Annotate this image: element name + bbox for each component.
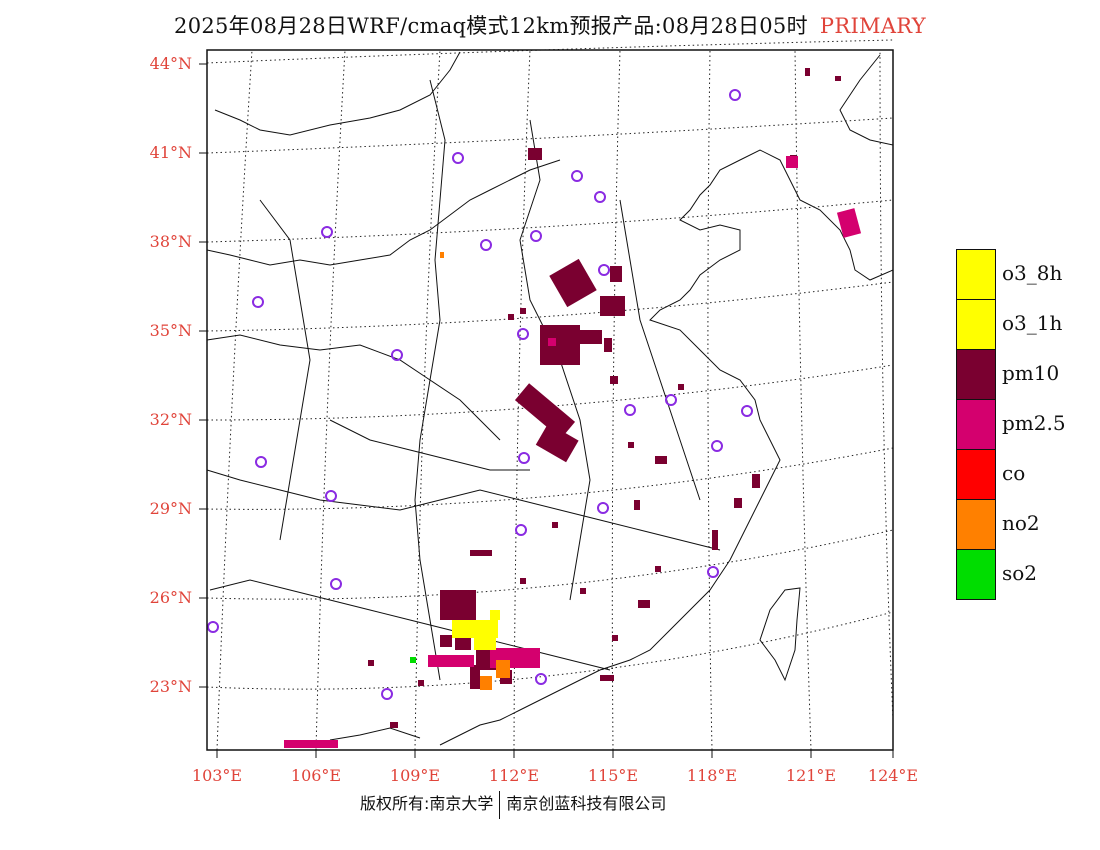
- inner-border-8: [259, 199, 311, 541]
- footer-divider: [499, 790, 501, 819]
- copyright-footer: 版权所有:南京大学 南京创蓝科技有限公司: [360, 790, 666, 819]
- legend-swatch: [956, 449, 996, 500]
- legend-swatch: [956, 299, 996, 350]
- lon-label-103: 103°E: [191, 766, 243, 785]
- lon-label-118: 118°E: [686, 766, 738, 785]
- legend-swatch: [956, 549, 996, 600]
- inner-border-3: [206, 469, 721, 551]
- lat-label-35: 35°N: [149, 321, 192, 340]
- hainan-edge: [329, 727, 421, 741]
- inner-border-1: [206, 159, 561, 266]
- northern-border: [214, 51, 461, 136]
- title-main: 2025年08月28日WRF/cmaq模式12km预报产品:08月28日05时: [174, 14, 808, 38]
- inner-border-2: [206, 334, 501, 441]
- lat-label-23: 23°N: [149, 677, 192, 696]
- legend-label: pm2.5: [1002, 411, 1066, 435]
- legend-label: co: [1002, 461, 1026, 485]
- lon-label-106: 106°E: [290, 766, 342, 785]
- lon-label-109: 109°E: [389, 766, 441, 785]
- legend-swatch: [956, 349, 996, 400]
- so2-cells: [410, 657, 416, 663]
- lon-label-115: 115°E: [587, 766, 639, 785]
- legend-label: o3_8h: [1002, 261, 1063, 285]
- legend-swatch: [956, 399, 996, 450]
- lat-label-26: 26°N: [149, 588, 192, 607]
- o3-cells: [452, 610, 500, 650]
- lat-label-38: 38°N: [149, 232, 192, 251]
- lat-label-32: 32°N: [149, 410, 192, 429]
- lon-label-124: 124°E: [867, 766, 919, 785]
- tick-marks: [199, 63, 894, 758]
- map-frame: [206, 49, 894, 751]
- copyright-left: 版权所有:南京大学: [360, 794, 494, 813]
- graticule: [206, 39, 894, 751]
- title-tag: PRIMARY: [819, 14, 926, 38]
- pm10-cells: [368, 68, 841, 728]
- legend-label: so2: [1002, 561, 1038, 585]
- inner-border-7: [619, 199, 701, 501]
- legend-label: o3_1h: [1002, 311, 1063, 335]
- lat-label-44: 44°N: [149, 54, 192, 73]
- pm25-cells: [284, 156, 862, 748]
- map-title: 2025年08月28日WRF/cmaq模式12km预报产品:08月28日05时 P…: [0, 10, 1100, 40]
- legend-swatch: [956, 249, 996, 300]
- inner-border-4: [209, 579, 611, 671]
- station-markers: [207, 89, 753, 700]
- lat-label-29: 29°N: [149, 499, 192, 518]
- lon-label-121: 121°E: [785, 766, 837, 785]
- inner-border-5: [414, 79, 446, 681]
- northeast-coast: [839, 54, 894, 146]
- lat-label-41: 41°N: [149, 143, 192, 162]
- legend-swatch: [956, 499, 996, 550]
- legend-label: pm10: [1002, 361, 1060, 385]
- legend-label: no2: [1002, 511, 1040, 535]
- inner-border-9: [329, 419, 530, 471]
- no2-cells: [440, 252, 510, 690]
- taiwan-outline: [759, 587, 801, 682]
- lon-label-112: 112°E: [488, 766, 540, 785]
- coastline: [439, 149, 894, 746]
- copyright-right: 南京创蓝科技有限公司: [506, 794, 667, 813]
